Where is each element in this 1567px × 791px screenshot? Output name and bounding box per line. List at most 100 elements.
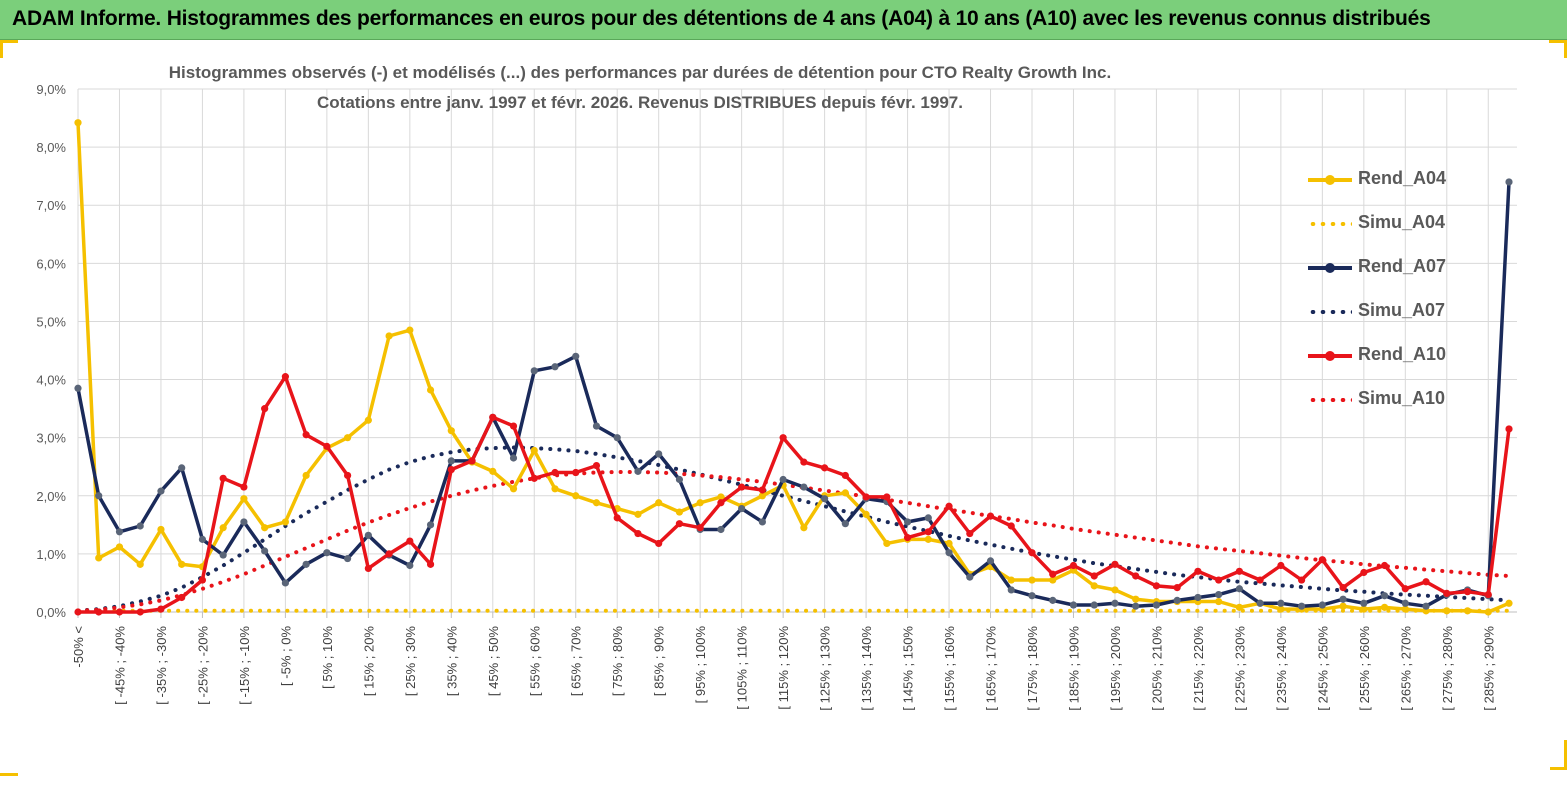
data-point-rend_a07 — [1318, 601, 1326, 609]
legend-label: Rend_A07 — [1358, 256, 1447, 276]
series-line-simu_a07 — [76, 445, 1511, 613]
legend-label: Rend_A10 — [1358, 344, 1447, 364]
data-point-rend_a07 — [1235, 585, 1243, 593]
data-point-rend_a07 — [613, 434, 621, 442]
data-point-rend_a10 — [1235, 567, 1243, 575]
data-point-rend_a10 — [1069, 561, 1078, 570]
data-point-rend_a04 — [924, 535, 932, 543]
x-tick-label: [ 265% ; 270% — [1398, 626, 1413, 711]
data-point-rend_a07 — [1028, 592, 1036, 600]
x-tick-label: [ 175% ; 180% — [1025, 626, 1040, 711]
data-point-rend_a04 — [509, 485, 518, 493]
data-point-rend_a04 — [364, 416, 372, 424]
data-point-rend_a10 — [261, 405, 269, 413]
data-point-rend_a04 — [883, 539, 891, 548]
data-point-rend_a07 — [530, 367, 538, 375]
legend-swatch — [1308, 351, 1352, 361]
x-tick-label: [ 225% ; 230% — [1232, 626, 1247, 711]
data-point-rend_a04 — [592, 499, 601, 507]
x-tick-label: [ 65% ; 70% — [569, 626, 584, 697]
data-point-rend_a07 — [1339, 595, 1347, 603]
data-point-rend_a10 — [530, 474, 538, 482]
data-point-rend_a10 — [468, 457, 476, 465]
data-point-rend_a04 — [426, 386, 435, 394]
data-point-rend_a04 — [157, 525, 165, 534]
x-tick-label: [ -35% ; -30% — [154, 626, 169, 705]
data-point-rend_a10 — [344, 471, 352, 480]
frame-corner — [0, 40, 3, 58]
data-point-rend_a04 — [1090, 582, 1098, 590]
x-tick-label: [ 215% ; 220% — [1191, 626, 1206, 711]
data-point-rend_a04 — [1235, 603, 1243, 611]
frame-corner — [1564, 740, 1567, 770]
x-tick-label: [ 285% ; 290% — [1481, 626, 1496, 711]
data-point-rend_a04 — [385, 332, 393, 340]
data-point-rend_a10 — [655, 539, 663, 548]
x-tick-label: [ 75% ; 80% — [610, 626, 625, 697]
data-point-rend_a10 — [115, 608, 124, 616]
legend-swatch — [1308, 398, 1352, 402]
data-point-rend_a10 — [613, 514, 621, 522]
data-point-rend_a07 — [281, 579, 289, 587]
data-point-rend_a04 — [1339, 602, 1347, 610]
data-point-rend_a07 — [1256, 599, 1264, 607]
title-banner: ADAM Informe. Histogrammes des performan… — [0, 0, 1567, 40]
data-point-rend_a10 — [1463, 588, 1472, 596]
data-point-rend_a07 — [966, 573, 974, 581]
data-point-rend_a10 — [883, 493, 891, 501]
data-point-rend_a10 — [157, 605, 165, 613]
data-point-rend_a10 — [821, 464, 829, 472]
data-point-rend_a04 — [530, 446, 538, 455]
data-point-rend_a10 — [95, 608, 103, 616]
x-tick-label: [ 95% ; 100% — [693, 626, 708, 704]
data-point-rend_a07 — [323, 549, 331, 557]
legend-label: Simu_A04 — [1358, 212, 1446, 232]
data-point-rend_a04 — [240, 495, 248, 503]
data-point-rend_a10 — [447, 466, 455, 474]
data-point-rend_a10 — [758, 486, 766, 494]
data-point-rend_a07 — [1090, 601, 1098, 609]
data-point-rend_a07 — [924, 514, 932, 522]
data-point-rend_a07 — [115, 528, 124, 536]
x-tick-label: [ -25% ; -20% — [195, 626, 210, 705]
data-point-rend_a07 — [219, 551, 227, 559]
data-point-rend_a07 — [1505, 178, 1513, 186]
x-tick-label: [ 165% ; 170% — [984, 626, 999, 711]
data-point-rend_a10 — [219, 474, 227, 482]
x-tick-label: [ 255% ; 260% — [1357, 626, 1372, 711]
x-tick-label: [ 55% ; 60% — [527, 626, 542, 697]
data-point-rend_a10 — [1401, 585, 1409, 593]
data-point-rend_a04 — [1111, 586, 1119, 594]
data-point-rend_a10 — [634, 529, 642, 538]
data-point-rend_a07 — [509, 454, 518, 462]
x-tick-label: [ 15% ; 20% — [361, 626, 376, 697]
data-point-rend_a10 — [178, 593, 186, 602]
data-point-rend_a04 — [281, 518, 289, 526]
data-point-rend_a07 — [1380, 592, 1389, 600]
data-point-rend_a04 — [717, 493, 725, 501]
data-point-rend_a10 — [406, 537, 414, 545]
y-tick-label: 2,0% — [36, 489, 66, 504]
data-point-rend_a04 — [115, 543, 124, 551]
frame-corner — [1549, 40, 1567, 43]
data-point-rend_a07 — [1298, 602, 1306, 610]
data-point-rend_a07 — [157, 487, 165, 495]
data-point-rend_a04 — [261, 524, 269, 532]
data-point-rend_a07 — [1111, 599, 1119, 607]
data-point-rend_a04 — [136, 560, 144, 568]
data-point-rend_a10 — [696, 524, 704, 532]
data-point-rend_a07 — [1277, 599, 1285, 607]
data-point-rend_a10 — [1132, 572, 1140, 580]
data-point-rend_a04 — [406, 326, 414, 334]
x-tick-label: [ -45% ; -40% — [112, 626, 127, 705]
data-point-rend_a04 — [1007, 576, 1015, 584]
data-point-rend_a10 — [945, 502, 953, 510]
data-point-rend_a04 — [758, 492, 766, 500]
data-point-rend_a07 — [821, 495, 829, 503]
x-tick-label: [ 145% ; 150% — [901, 626, 916, 711]
legend-item: Rend_A07 — [1302, 246, 1452, 290]
data-point-rend_a10 — [1484, 590, 1492, 599]
legend-label: Rend_A04 — [1358, 168, 1447, 188]
data-point-rend_a10 — [1194, 567, 1202, 575]
legend-marker — [1325, 263, 1335, 273]
